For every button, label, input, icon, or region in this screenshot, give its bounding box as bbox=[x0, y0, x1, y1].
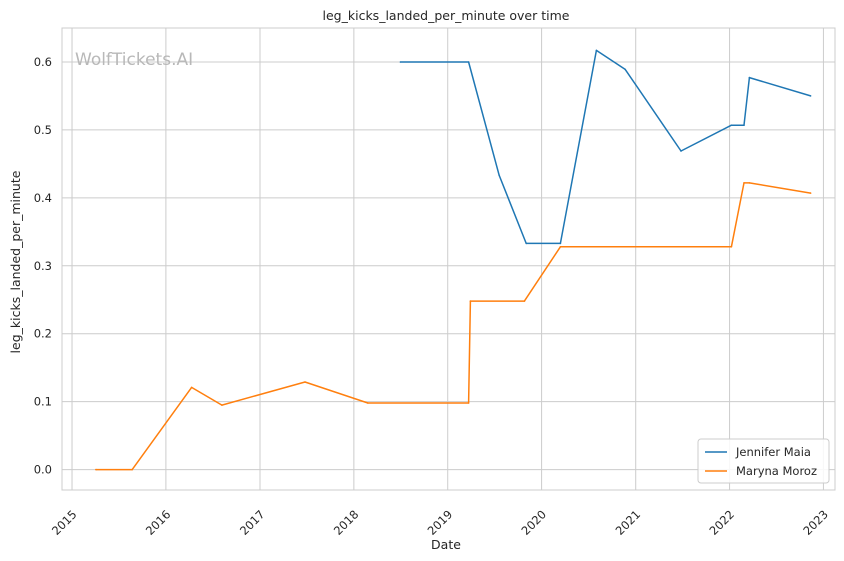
x-tick-label: 2018 bbox=[331, 507, 362, 538]
x-tick-label: 2015 bbox=[49, 507, 80, 538]
y-axis-label: leg_kicks_landed_per_minute bbox=[8, 170, 23, 353]
y-tick-label: 0.4 bbox=[34, 191, 52, 205]
x-tick-label: 2019 bbox=[425, 507, 456, 538]
series-line-jennifer-maia bbox=[400, 49, 811, 245]
data-point-jennifer-maia bbox=[730, 124, 733, 126]
data-point-maryna-moroz bbox=[95, 468, 97, 471]
x-tick-label: 2020 bbox=[519, 507, 550, 538]
data-point-maryna-moroz bbox=[743, 182, 745, 184]
x-tick-label: 2021 bbox=[613, 507, 644, 538]
data-point-maryna-moroz bbox=[748, 182, 751, 184]
series-line-maryna-moroz bbox=[95, 182, 811, 471]
data-point-maryna-moroz bbox=[559, 246, 562, 248]
data-point-maryna-moroz bbox=[367, 402, 369, 404]
data-point-maryna-moroz bbox=[304, 381, 306, 383]
data-point-jennifer-maia bbox=[595, 49, 598, 52]
data-point-maryna-moroz bbox=[221, 404, 223, 406]
data-point-maryna-moroz bbox=[469, 300, 472, 302]
data-point-jennifer-maia bbox=[748, 76, 751, 79]
data-point-jennifer-maia bbox=[559, 242, 562, 245]
data-point-jennifer-maia bbox=[624, 68, 626, 71]
watermark-text: WolfTickets.AI bbox=[75, 50, 193, 70]
y-tick-labels: 0.0 0.1 0.2 0.3 0.4 0.5 0.6 bbox=[34, 55, 52, 477]
data-point-jennifer-maia bbox=[467, 61, 470, 63]
x-tick-label: 2017 bbox=[237, 507, 268, 538]
data-point-jennifer-maia bbox=[809, 95, 812, 97]
data-point-maryna-moroz bbox=[467, 402, 470, 404]
data-point-jennifer-maia bbox=[680, 150, 682, 152]
data-point-jennifer-maia bbox=[498, 174, 501, 177]
x-tick-label: 2023 bbox=[800, 507, 831, 538]
data-point-jennifer-maia bbox=[399, 61, 402, 63]
data-point-maryna-moroz bbox=[523, 300, 526, 302]
legend-label-maryna-moroz: Maryna Moroz bbox=[736, 464, 817, 478]
data-point-jennifer-maia bbox=[743, 124, 745, 126]
x-tick-label: 2022 bbox=[706, 507, 737, 538]
y-tick-label: 0.6 bbox=[34, 55, 52, 69]
data-point-maryna-moroz bbox=[809, 192, 812, 194]
y-tick-label: 0.3 bbox=[34, 259, 52, 273]
legend: Jennifer Maia Maryna Moroz bbox=[697, 438, 830, 484]
x-tick-label: 2016 bbox=[143, 507, 174, 538]
plot-area bbox=[61, 27, 836, 491]
data-point-maryna-moroz bbox=[131, 468, 133, 471]
y-tick-label: 0.5 bbox=[34, 123, 52, 137]
data-point-maryna-moroz bbox=[730, 246, 733, 248]
x-tick-labels: 2015 2016 2017 2018 2019 2020 2021 2022 2023 bbox=[49, 507, 831, 538]
legend-box bbox=[697, 438, 830, 484]
y-tick-label: 0.2 bbox=[34, 327, 52, 341]
chart-title: leg_kicks_landed_per_minute over time bbox=[323, 8, 570, 23]
grid-lines bbox=[62, 28, 835, 490]
y-tick-label: 0.1 bbox=[34, 395, 52, 409]
series-lines bbox=[95, 49, 812, 471]
x-axis-label: Date bbox=[431, 537, 461, 552]
data-point-jennifer-maia bbox=[525, 242, 527, 245]
legend-label-jennifer-maia: Jennifer Maia bbox=[735, 445, 811, 459]
data-point-maryna-moroz bbox=[190, 386, 193, 389]
y-tick-label: 0.0 bbox=[34, 463, 52, 477]
